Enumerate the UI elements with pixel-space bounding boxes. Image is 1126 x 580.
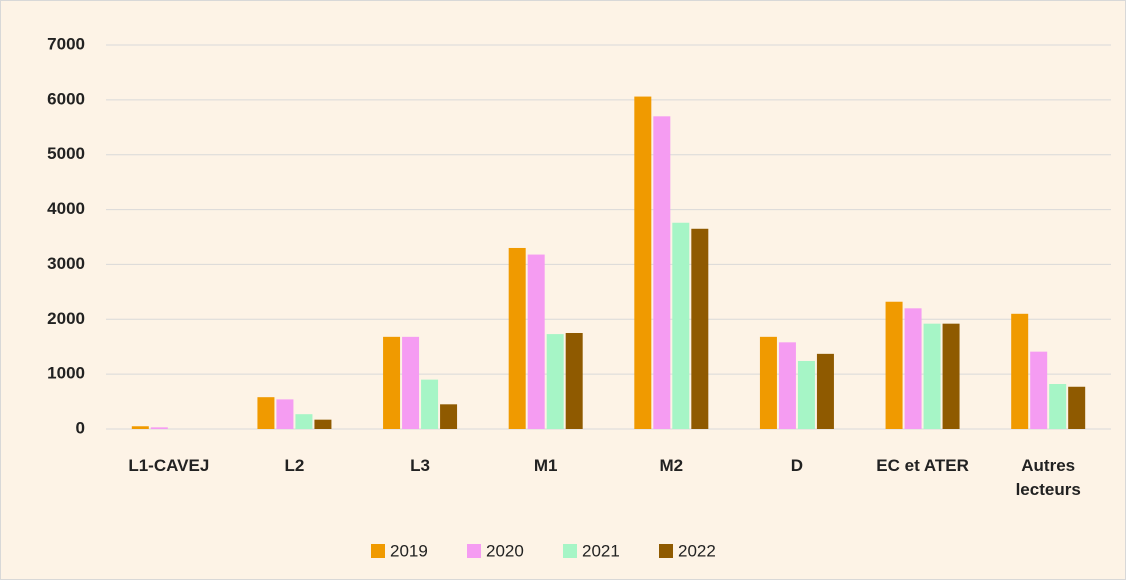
bar xyxy=(257,397,275,429)
bar xyxy=(1049,384,1067,429)
y-tick-label: 1000 xyxy=(47,364,85,383)
x-tick-label: L1-CAVEJ xyxy=(128,456,210,475)
y-tick-label: 5000 xyxy=(47,144,85,163)
bar xyxy=(923,323,941,429)
legend-swatch xyxy=(563,544,577,558)
bar xyxy=(314,419,332,429)
bar xyxy=(797,360,815,429)
legend-label: 2022 xyxy=(678,541,716,560)
bar xyxy=(383,336,401,429)
legend-label: 2019 xyxy=(390,541,428,560)
x-tick-label: D xyxy=(790,456,804,475)
y-tick-label: 6000 xyxy=(47,89,85,108)
bar xyxy=(546,334,564,429)
bar xyxy=(885,301,903,429)
bar xyxy=(527,254,545,429)
y-tick-label: 3000 xyxy=(47,254,85,273)
bar xyxy=(565,333,583,429)
y-tick-label: 7000 xyxy=(47,34,85,53)
bar xyxy=(508,247,526,429)
legend-swatch xyxy=(371,544,385,558)
bar xyxy=(131,426,149,429)
bar xyxy=(421,379,439,429)
bar xyxy=(1011,313,1029,429)
y-tick-label: 4000 xyxy=(47,199,85,218)
x-tick-label: Autres lecteurs xyxy=(1015,456,1081,499)
y-tick-label: 2000 xyxy=(47,309,85,328)
legend-label: 2021 xyxy=(582,541,620,560)
legend-label: 2020 xyxy=(486,541,524,560)
bar xyxy=(1068,386,1086,429)
bar xyxy=(653,116,671,430)
bar xyxy=(816,353,834,429)
bar xyxy=(634,96,652,430)
bar xyxy=(440,404,458,429)
x-tick-label: L3 xyxy=(410,456,430,475)
bar xyxy=(150,427,168,429)
legend-swatch xyxy=(659,544,673,558)
x-tick-label: M2 xyxy=(659,456,684,475)
legend-swatch xyxy=(467,544,481,558)
bar xyxy=(276,399,294,429)
y-tick-label: 0 xyxy=(76,418,85,437)
bar xyxy=(759,336,777,429)
bar xyxy=(778,342,796,429)
bar xyxy=(402,336,420,429)
bar xyxy=(1030,351,1048,429)
x-tick-label: L2 xyxy=(284,456,305,475)
bar xyxy=(904,308,922,429)
x-tick-label: EC et ATER xyxy=(876,456,969,475)
bar xyxy=(295,414,313,429)
x-tick-label: M1 xyxy=(533,456,558,475)
bar xyxy=(942,323,960,429)
bar xyxy=(672,222,690,429)
bar xyxy=(691,228,709,429)
